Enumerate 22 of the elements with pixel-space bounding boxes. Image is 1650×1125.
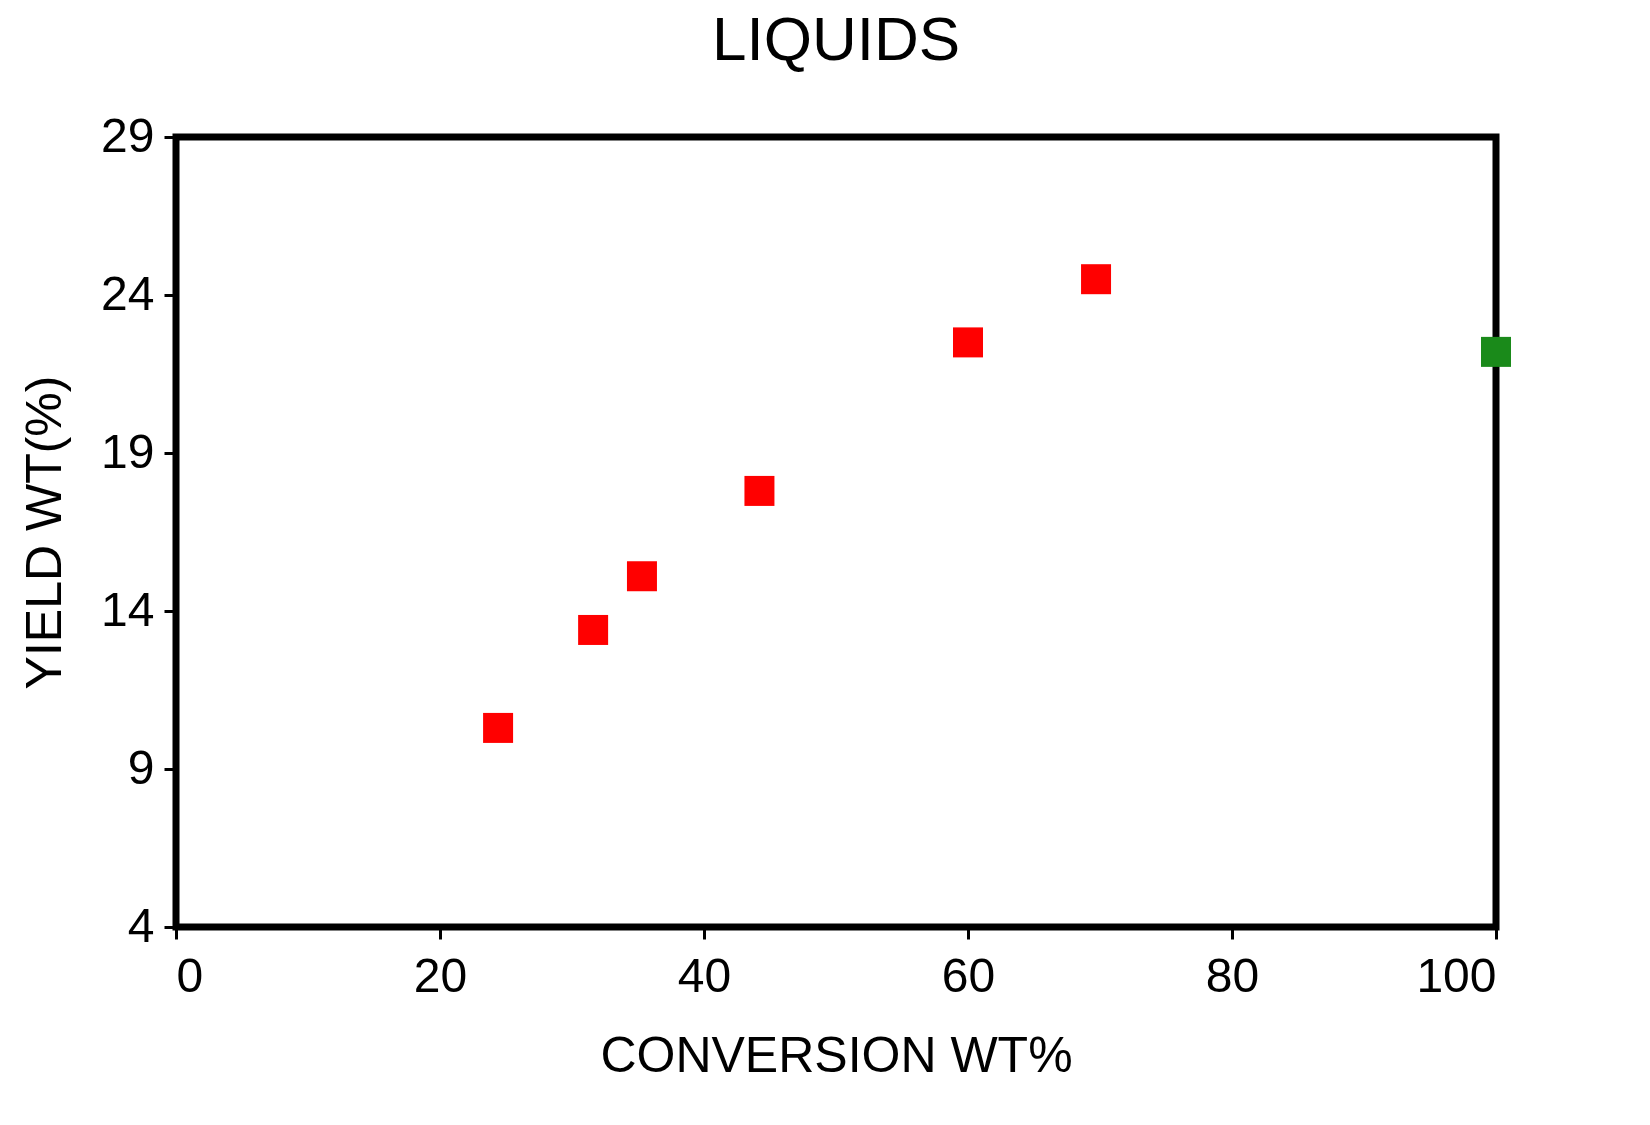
x-tick-label: 0 <box>176 948 204 1002</box>
x-tick-label: 60 <box>941 948 996 1002</box>
point <box>953 327 983 358</box>
x-tick-label: 20 <box>413 948 468 1002</box>
y-tick-label: 14 <box>101 582 155 636</box>
point <box>744 475 775 506</box>
y-tick-label: 29 <box>101 108 155 162</box>
point <box>1081 264 1112 295</box>
x-tick-label: 40 <box>677 948 732 1002</box>
x-axis-title: CONVERSION WT% <box>600 1026 1073 1083</box>
y-tick-label: 4 <box>127 898 155 952</box>
x-tick-label: 80 <box>1205 948 1260 1002</box>
point <box>578 614 609 645</box>
chart-title: LIQUIDS <box>711 4 961 73</box>
point <box>483 712 514 743</box>
x-tick-label: 100 <box>1416 948 1497 1002</box>
y-tick-label: 9 <box>127 740 155 794</box>
y-tick-label: 24 <box>101 266 155 320</box>
point <box>626 561 657 592</box>
y-axis-title: YIELD WT(%) <box>16 375 73 690</box>
point <box>1481 336 1511 367</box>
y-tick-label: 19 <box>101 424 155 478</box>
